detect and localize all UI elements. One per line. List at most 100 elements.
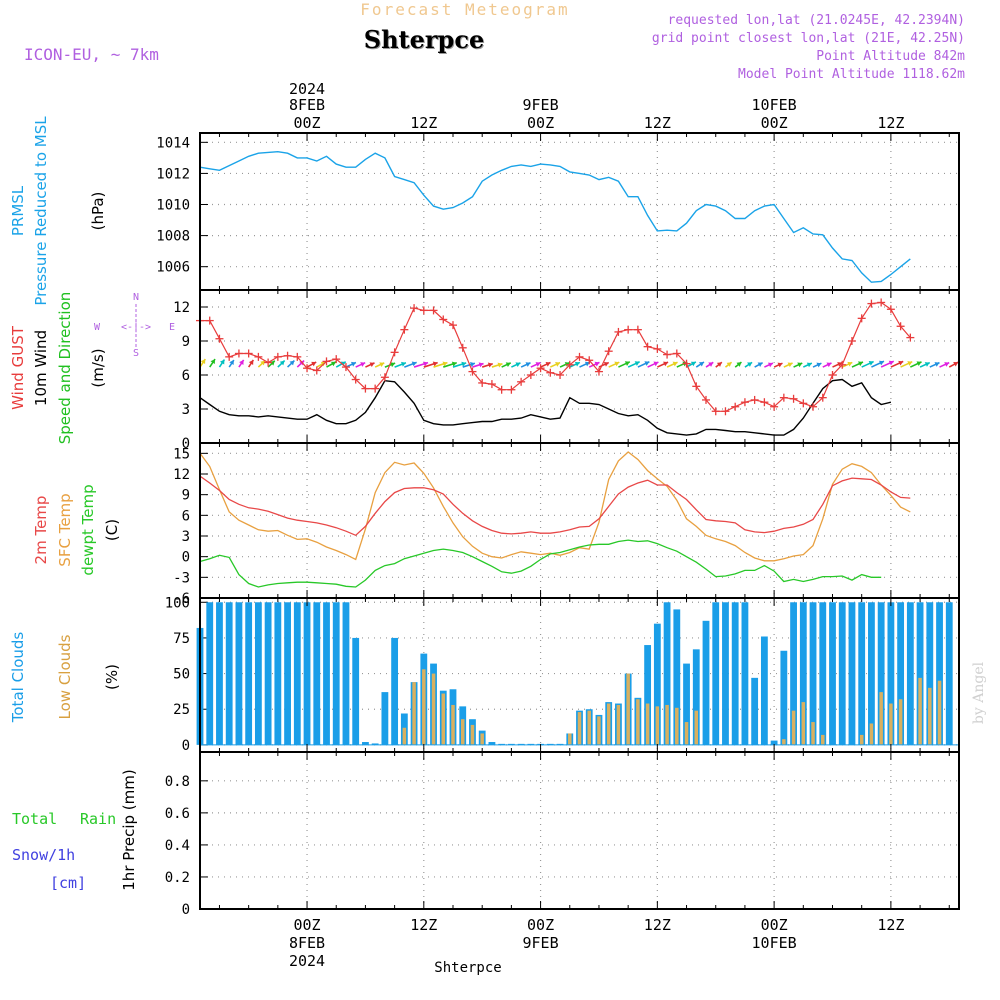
low-cloud-bar <box>655 706 660 745</box>
ytick-label: 0 <box>182 550 190 566</box>
total-cloud-bar <box>809 602 817 745</box>
gust-marker <box>672 349 681 358</box>
wind-direction-arrow <box>588 361 600 368</box>
gust-marker <box>604 347 613 356</box>
arrow-head <box>229 360 234 366</box>
wind-direction-arrow <box>345 361 357 368</box>
low-clouds-label: Low Clouds <box>56 634 74 719</box>
wind-direction-arrow <box>802 362 813 368</box>
wind-direction-arrow <box>705 361 714 368</box>
total-cloud-bar <box>216 602 223 745</box>
gust-marker <box>624 325 633 334</box>
model-label: ICON-EU, ~ 7km <box>24 45 159 64</box>
gust-marker <box>565 360 574 369</box>
temperature-labels: 2m Temp SFC Temp dewpt Temp (C) <box>32 484 121 575</box>
total-cloud-bar <box>206 602 214 745</box>
point-altitude: Point Altitude 842m <box>816 49 965 64</box>
gust-marker <box>458 343 467 352</box>
total-cloud-bar <box>293 602 301 745</box>
arrow-head <box>757 362 763 368</box>
panel-frame <box>199 442 960 599</box>
wind-direction-arrow <box>724 361 733 368</box>
gust-marker <box>585 356 594 365</box>
arrow-head <box>603 362 609 367</box>
snow-unit-label: [cm] <box>50 874 86 892</box>
wind-labels: Wind GUST 10m Wind Speed and Direction (… <box>9 292 175 445</box>
ytick-label: 12 <box>173 300 190 316</box>
arrow-head <box>690 361 696 367</box>
arrow-head <box>879 360 884 366</box>
gust-marker <box>692 382 701 391</box>
wind-direction-arrow <box>783 362 793 368</box>
arrow-head <box>726 362 732 367</box>
wind-direction-arrow <box>404 361 417 368</box>
total-cloud-bar <box>371 743 379 745</box>
wind-direction-arrow <box>491 362 503 368</box>
ytick-label: 0.8 <box>165 774 190 790</box>
arrow-head <box>505 362 511 368</box>
bottom-axis-date: 8FEB <box>289 934 325 952</box>
total-cloud-bar <box>225 602 233 745</box>
gust-marker <box>906 333 915 342</box>
low-cloud-bar <box>684 722 689 745</box>
gust-marker <box>439 315 448 324</box>
arrow-head <box>826 362 832 368</box>
precip-ylabel: 1hr Precip (mm) <box>120 769 138 890</box>
total-cloud-bar <box>663 602 671 745</box>
gust-marker <box>390 348 399 357</box>
snow-label: Snow/1h <box>12 846 75 864</box>
gust-marker <box>731 402 740 411</box>
top-axis-date: 10FEB <box>752 96 797 114</box>
arrow-head <box>515 362 521 368</box>
ytick-label: 6 <box>182 368 190 384</box>
panel-frame <box>199 751 960 910</box>
ytick-label: 25 <box>173 702 190 718</box>
bottom-axis-hour: 00Z <box>293 916 320 934</box>
wind-direction-arrow <box>754 361 764 368</box>
wind-direction-arrow <box>355 361 366 368</box>
total-cloud-bar <box>936 602 943 745</box>
ytick-label: 3 <box>182 529 190 545</box>
total-cloud-bar <box>391 637 399 745</box>
arrow-head <box>858 361 863 367</box>
top-axis-hour: 12Z <box>410 114 437 132</box>
wind-speed-line <box>199 378 892 436</box>
gust-marker <box>400 325 409 334</box>
top-axis-hour: 12Z <box>644 114 671 132</box>
arrow-head <box>340 361 346 367</box>
wind-direction-arrow <box>637 361 650 368</box>
low-cloud-bar <box>821 734 825 745</box>
arrow-head <box>787 362 793 368</box>
ytick-label: 50 <box>173 667 190 683</box>
arrow-head <box>767 362 773 368</box>
wind-direction-arrow <box>472 362 484 368</box>
gust-marker <box>332 355 341 364</box>
arrow-head <box>390 362 396 368</box>
wind-direction-arrow <box>657 361 669 368</box>
wind-direction-arrow <box>627 361 640 368</box>
arrow-head <box>219 359 225 365</box>
ytick-label: 15 <box>173 446 190 462</box>
total-cloud-bar <box>673 609 681 745</box>
gust-marker <box>429 306 438 315</box>
gust-marker <box>896 322 905 331</box>
gust-marker <box>740 398 749 407</box>
gust-marker <box>633 325 642 334</box>
arrow-head <box>747 362 753 367</box>
ytick-label: 0 <box>182 436 190 452</box>
arrow-head <box>461 361 467 367</box>
gust-marker <box>867 299 876 308</box>
total-cloud-bar <box>692 649 700 745</box>
wind-direction-arrow <box>511 362 521 368</box>
arrow-head <box>379 362 385 368</box>
total-cloud-bar <box>926 602 934 745</box>
arrow-head <box>672 361 678 367</box>
arrow-head <box>360 362 366 367</box>
gust-marker <box>312 366 321 375</box>
wind-direction-arrow <box>374 362 385 368</box>
gust-marker <box>371 384 380 393</box>
gust-marker <box>847 337 856 345</box>
bottom-axis-hour: 12Z <box>877 916 904 934</box>
wind-direction-arrow <box>841 361 853 368</box>
gust-marker <box>614 327 623 336</box>
